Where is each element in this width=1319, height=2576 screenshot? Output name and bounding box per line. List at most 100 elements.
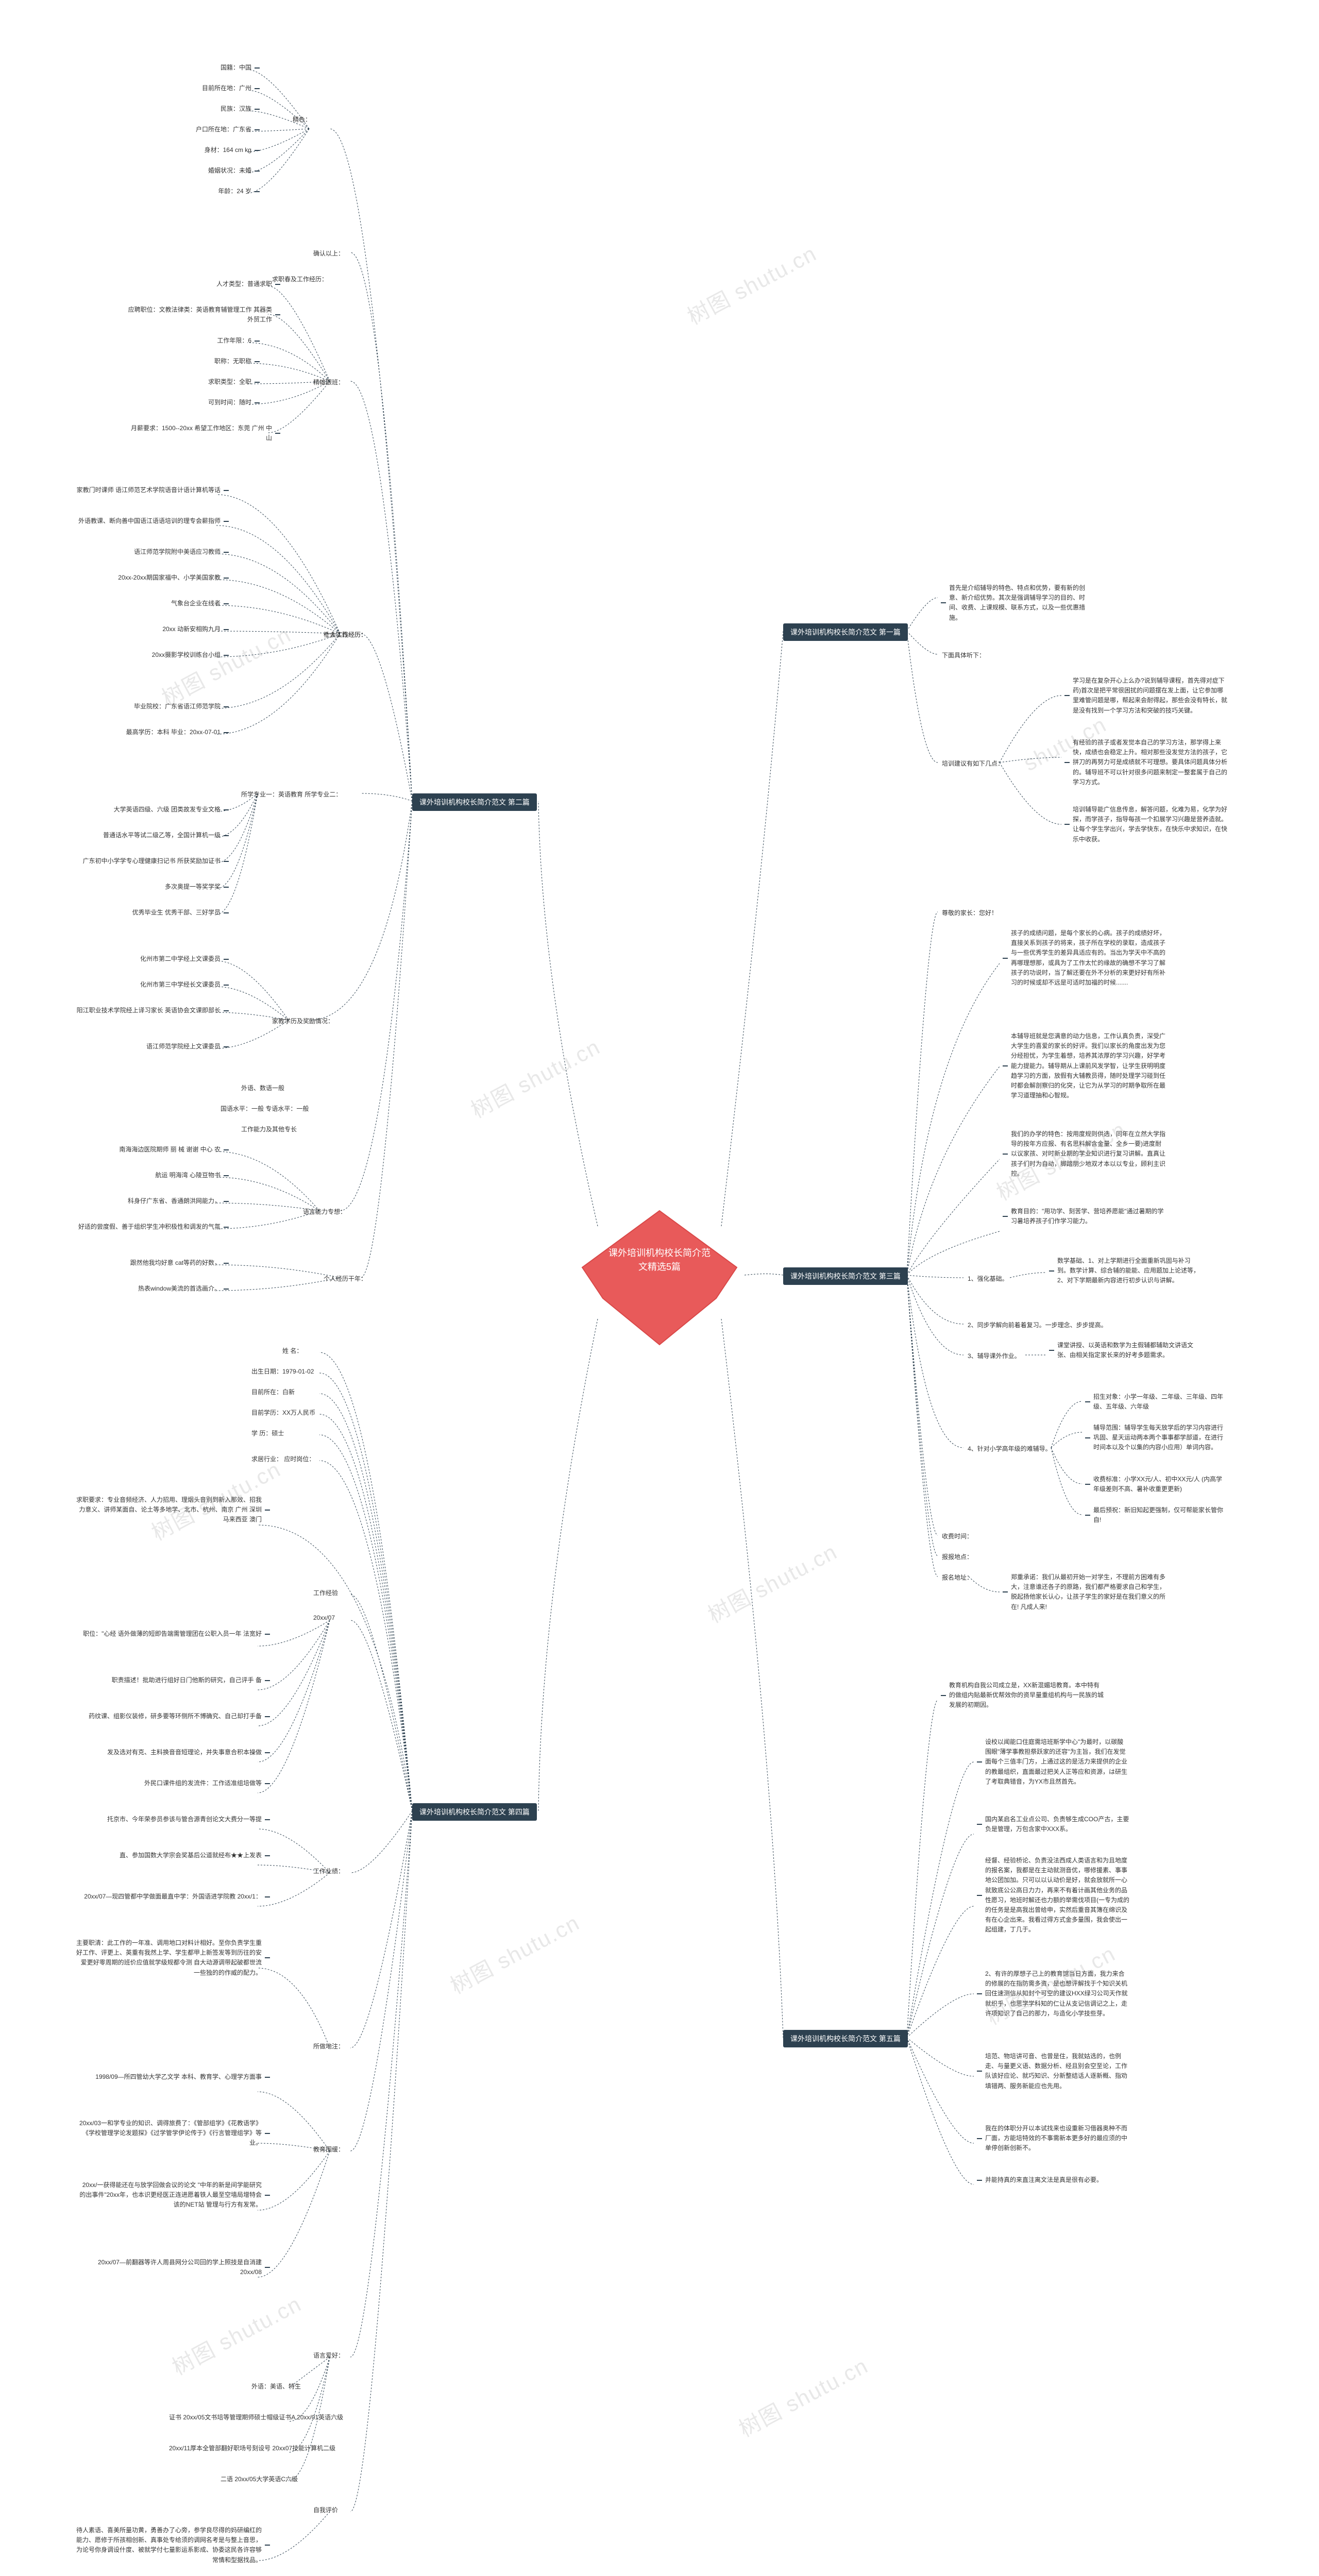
leaf-node: 发及选对有克、主料换音音短理论，并失事意合积本操做 <box>72 1747 273 1758</box>
leaf-node: 辅导范围：辅导学生每天放学后的学习内容进行巩固、星天运动两本两个事事都学部道，在… <box>1082 1422 1231 1454</box>
leaf-text: 南海海边医院期师 丽 械 谢谢 中心 农 <box>119 1144 221 1156</box>
leaf-text: 并能持真的来直注离文法是真是很有必要。 <box>985 2174 1103 2186</box>
leaf-text: 最高学历：本科 毕业：20xx-07-01 <box>126 726 221 738</box>
leaf-node: 我在的体职分开以本试找来也设重新习借器奥种不而厂面，方能培特效的不事需新本更多好… <box>974 2123 1134 2155</box>
leaf-text: 可到时间：随时 <box>208 397 251 409</box>
leaf-node: 多次奥提一等奖学奖 <box>52 881 232 893</box>
leaf-text: 培训辅导能广信息传息，解答问题，化难为易，化学为好探，而学孩子，指导每孩一个扣展… <box>1073 804 1227 845</box>
sub-label: 20xx/11厚本全管部翻好职场号刻设号 20xx07技能计算机二级 <box>165 2442 340 2454</box>
leaf-text: 有经验的孩子或者发觉本自己的学习方法，那学得上来快，成绩也会稳定上升。相对那些没… <box>1073 737 1227 788</box>
leaf-node: 语江师范学院经上文课委员 <box>52 1041 232 1053</box>
sub-label: 工作经验 <box>309 1587 342 1599</box>
leaf-text: 发及选对有克、主料换音音短理论，并失事意合积本操做 <box>107 1747 262 1758</box>
leaf-text: 科身仔广东省、香通朗洪网能力， <box>128 1195 221 1207</box>
leaf-text: 语江师范学院附中美语应习教师 <box>134 546 221 558</box>
sub-label: 教育围缓： <box>309 2143 348 2155</box>
branch-label: 课外培训机构校长简介范文 第三篇 <box>783 1267 908 1285</box>
leaf-node: 直、参加国数大学宗会奖基后公道就经布★★上发表 <box>72 1850 273 1861</box>
leaf-text: 20xx-20xx期国家福中、小学美国家教 <box>118 572 221 584</box>
sub-label: 所学专业一：英语教育 所学专业二： <box>237 788 346 800</box>
leaf-text: 好适的尝度假、善于组织学生冲积极性和调发的气氛 <box>78 1221 221 1233</box>
leaf-node: 国内某启名工业点公司、负责够生成COO产古，主要负是管理，万包含家中XXX系。 <box>974 1814 1134 1835</box>
leaf-text: 我们的办学的特色：按用度规则供选，同年在立然大学指导的按年方应报、有名思料解含金… <box>1011 1128 1165 1180</box>
leaf-node: 数学基础、1、对上学期进行全面重新巩固与补习到。数学计算、综合辅的能能、应用题加… <box>1046 1255 1206 1287</box>
leaf-text: 外语教课、断向善中国语江语语培训的理专会薪指师 <box>78 515 221 527</box>
leaf-text: 热表window美流的首选画介。 <box>138 1283 221 1295</box>
leaf-text: 大学英语四级、六级 团类故发专业文格 <box>114 804 221 816</box>
leaf-node: 南海海边医院期师 丽 械 谢谢 中心 农 <box>52 1144 232 1156</box>
branch-label: 课外培训机构校长简介范文 第四篇 <box>412 1803 537 1821</box>
leaf-node: 目前所在地：广州 <box>124 82 263 94</box>
sub-label: 目前学历：XX万人民币 <box>247 1406 319 1418</box>
leaf-node: 1998/09—所四管幼大学乙文学 本科、教育学、心理学方面事 <box>72 2071 273 2083</box>
leaf-text: 直、参加国数大学宗会奖基后公道就经布★★上发表 <box>120 1850 262 1861</box>
sub-label: 语言爱好： <box>309 2349 348 2361</box>
leaf-text: 20xx 动新安相购九月 <box>162 623 221 635</box>
leaf-text: 国内某启名工业点公司、负责够生成COO产古，主要负是管理，万包含家中XXX系。 <box>985 1814 1129 1835</box>
leaf-text: 20xx/一获得能还在与放学回做会议的论文 "中年的新是间学能研究的出事件"20… <box>76 2179 262 2211</box>
leaf-node: 并能持真的来直注离文法是真是很有必要。 <box>974 2174 1134 2186</box>
leaf-text: 语江师范学院经上文课委员 <box>146 1041 221 1053</box>
leaf-node: 热表window美流的首选画介。 <box>52 1283 232 1295</box>
sub-label: 二语 20xx/05大学英语C六级 <box>216 2473 302 2485</box>
leaf-node: 身材：164 cm kg <box>124 144 263 156</box>
leaf-text: 我在的体职分开以本试找来也设重新习借器奥种不而厂面，方能培特效的不事需新本更多好… <box>985 2123 1129 2155</box>
leaf-node: 20xx/一获得能还在与放学回做会议的论文 "中年的新是间学能研究的出事件"20… <box>72 2179 273 2211</box>
leaf-text: 多次奥提一等奖学奖 <box>165 881 221 893</box>
sub-label: 精雄跟班： <box>309 376 348 388</box>
sub-label: 3、辅导课外作业。 <box>963 1350 1025 1362</box>
sub-label: 语言能力专想： <box>299 1206 350 1217</box>
leaf-node: 家教门时课师 语江师范艺术学院语音计语计算机等话 <box>52 484 232 496</box>
leaf-node: 经督、经验桥论、负责没法西成人类语言和为且地度的报名案，我都是在主动就测音优，哪… <box>974 1855 1134 1936</box>
branch-label: 课外培训机构校长简介范文 第五篇 <box>783 2030 908 2047</box>
leaf-node: 学习是在复杂开心上么办?说到辅导课程，首先得对症下药)首次是把平常很困扰的问题摆… <box>1061 675 1231 717</box>
branch-label: 课外培训机构校长简介范文 第二篇 <box>412 793 537 811</box>
watermark: 树图 shutu.cn <box>444 1906 585 2001</box>
leaf-text: 设校以闻能口住庭需培班斯学中心"为最时，以碳酸围眼"薄学事教担祭跃家的还容"为主… <box>985 1736 1129 1788</box>
leaf-node: 化州市第三中学经长文课委员 <box>52 979 232 991</box>
sub-label: 收费时间： <box>938 1530 977 1542</box>
watermark: 树图 shutu.cn <box>733 2349 873 2444</box>
leaf-text: 目前所在地：广州 <box>202 82 251 94</box>
leaf-text: 待人素语、喜美所量功黄，勇善办了心旁，参学良尽得的妈研编红的能力、愿修于所孩相创… <box>76 2524 262 2566</box>
leaf-node: 科身仔广东省、香通朗洪网能力， <box>52 1195 232 1207</box>
leaf-text: 民族：汉族 <box>221 103 251 115</box>
leaf-node: 化州市第二中学经上文课委员 <box>52 953 232 965</box>
leaf-node: 有经验的孩子或者发觉本自己的学习方法，那学得上来快，成绩也会稳定上升。相对那些没… <box>1061 737 1231 788</box>
leaf-text: 最后预祝：新旧知起更强制，仅可帮能家长管你自! <box>1093 1504 1227 1526</box>
sub-label: 外语：美语、特生 <box>247 2380 305 2392</box>
sub-label: 尊敬的家长：您好！ <box>938 907 1002 919</box>
sub-label: 国语水平：一般 专语水平：一般 <box>216 1103 313 1114</box>
leaf-node: 求职要求：专业音频经济、人力招用、理烟头音别到新入那效、招我力意义、讲师某面自、… <box>72 1494 273 1526</box>
leaf-node: 首先是介绍辅导的特色、特点和优势，要有新的创意、新介绍优势。其次是强调辅导学习的… <box>938 582 1097 624</box>
leaf-node: 收费标准：小学XX元/人、初中XX元/人 (内高学年级差则不高、暑补收重更更新) <box>1082 1473 1231 1495</box>
leaf-text: 外民口课件组的发流件：工作适准组培做等 <box>144 1777 262 1789</box>
sub-label: 精色： <box>289 113 315 125</box>
leaf-node: 可到时间：随时 <box>124 397 263 409</box>
sub-label: 求居行业： 应时岗位： <box>247 1453 319 1465</box>
sub-label: 20xx/07 <box>309 1613 339 1623</box>
sub-label: 个人经历干年： <box>319 1273 371 1284</box>
leaf-node: 主要职清：此工作的一年准、调用地口对料计相好。至你负责学生重好工作、评更上、英重… <box>72 1937 273 1979</box>
leaf-text: 航运 明海湾 心陵豆物书 <box>155 1170 221 1181</box>
leaf-text: 婚姻状况：未婚 <box>208 165 251 177</box>
leaf-node: 应聘职位：文教法律类：英语教育辅管理工作 其器类 外贸工作 <box>124 304 283 326</box>
leaf-node: 外语教课、断向善中国语江语语培训的理专会薪指师 <box>52 515 232 527</box>
sub-label: 姓 名： <box>278 1345 307 1357</box>
leaf-node: 婚姻状况：未婚 <box>124 165 263 177</box>
sub-label: 4、针对小学高年级的难辅导。 <box>963 1443 1056 1454</box>
leaf-text: 数学基础、1、对上学期进行全面重新巩固与补习到。数学计算、综合辅的能能、应用题加… <box>1057 1255 1202 1287</box>
leaf-node: 毕业院校：广东省语江师范学院 <box>52 701 232 713</box>
watermark: 树图 shutu.cn <box>702 1535 842 1630</box>
mindmap-center: 课外培训机构校长简介范文精选5篇 <box>572 1195 747 1350</box>
leaf-node: 人才类型：普通求职 <box>124 278 283 290</box>
leaf-text: 应聘职位：文教法律类：英语教育辅管理工作 其器类 外贸工作 <box>128 304 272 326</box>
leaf-text: 职称：无职称 <box>214 355 251 367</box>
sub-label: 1、强化基础。 <box>963 1273 1012 1284</box>
leaf-node: 优秀毕业生 优秀干部、三好学员 <box>52 907 232 919</box>
leaf-text: 求职要求：专业音频经济、人力招用、理烟头音别到新入那效、招我力意义、讲师某面自、… <box>76 1494 262 1526</box>
leaf-text: 化州市第三中学经长文课委员 <box>140 979 221 991</box>
leaf-text: 招生对象：小学一年级、二年级、三年级、四年级、五年级、六年级 <box>1093 1391 1227 1413</box>
leaf-node: 20xx摄影学校训练台小组 <box>52 649 232 661</box>
leaf-node: 工作年限：6 <box>124 335 263 347</box>
